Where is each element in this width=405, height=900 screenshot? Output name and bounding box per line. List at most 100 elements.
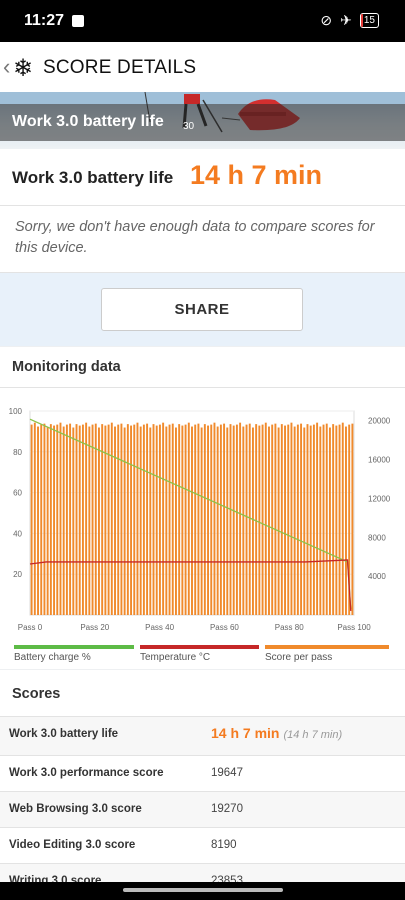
score-bar: [251, 427, 254, 615]
score-row-web-browsing[interactable]: Web Browsing 3.0 score 19270: [0, 792, 405, 828]
x-tick-label: Pass 0: [18, 623, 43, 632]
score-bar: [165, 426, 168, 615]
score-bar: [296, 424, 299, 615]
share-button[interactable]: SHARE: [101, 288, 303, 331]
score-bar: [43, 423, 46, 615]
score-bar: [75, 424, 78, 615]
legend-battery: Battery charge %: [14, 645, 134, 663]
y-left-tick-label: 60: [13, 489, 22, 498]
score-bar: [277, 427, 280, 615]
battery-icon: 15: [359, 13, 379, 28]
score-bar: [271, 424, 274, 615]
x-tick-label: Pass 60: [210, 623, 239, 632]
score-bar: [107, 424, 110, 615]
score-bar: [158, 424, 161, 615]
score-bar: [316, 422, 319, 615]
back-icon[interactable]: ‹: [3, 54, 11, 79]
score-bar: [293, 426, 296, 615]
score-bar: [65, 424, 68, 615]
y-right-tick-label: 20000: [368, 417, 391, 426]
score-bar: [287, 424, 290, 615]
share-area: SHARE: [0, 273, 405, 346]
score-bar: [181, 425, 184, 615]
score-bar: [312, 424, 315, 615]
score-bar: [290, 422, 293, 615]
score-row-battery[interactable]: Work 3.0 battery life 14 h 7 min (14 h 7 …: [0, 717, 405, 756]
3dmark-logo-icon: ❄: [13, 55, 34, 82]
score-bar: [319, 426, 322, 615]
score-bar: [40, 424, 43, 615]
score-bar: [120, 423, 123, 615]
x-tick-label: Pass 100: [337, 623, 371, 632]
score-bar: [33, 422, 36, 615]
score-bar: [162, 422, 165, 615]
score-bar: [341, 422, 344, 615]
score-bar: [187, 422, 190, 615]
score-bar: [191, 426, 193, 615]
score-bar: [328, 427, 331, 615]
score-bar: [139, 426, 142, 615]
monitoring-title: Monitoring data: [12, 359, 121, 375]
score-bar: [207, 425, 210, 615]
legend-temperature-label: Temperature °C: [140, 652, 211, 663]
legend-battery-label: Battery charge %: [14, 652, 91, 663]
score-bar: [309, 425, 312, 615]
score-bar: [213, 422, 216, 615]
score-bar: [46, 427, 49, 615]
hero-banner: Work 3.0 battery life 30: [0, 92, 405, 149]
score-bar: [303, 427, 306, 615]
score-bar: [345, 426, 347, 615]
score-bar: [101, 424, 104, 615]
score-row-performance[interactable]: Work 3.0 performance score 19647: [0, 756, 405, 792]
score-bar: [56, 424, 59, 615]
score-name: Work 3.0 battery life: [9, 728, 119, 740]
score-bar: [149, 427, 152, 615]
app-bar: ‹ ❄ SCORE DETAILS: [0, 42, 405, 93]
score-bar: [133, 424, 136, 615]
y-left-tick-label: 100: [9, 407, 23, 416]
score-bar: [110, 422, 113, 615]
score-bar: [258, 425, 261, 615]
page-title: SCORE DETAILS: [43, 57, 197, 78]
skier-body: [184, 94, 200, 104]
status-icons: ⊘ ✈ 15: [320, 12, 379, 29]
score-bar: [261, 424, 264, 615]
score-bar: [114, 426, 116, 615]
score-bar: [171, 423, 174, 615]
score-bar: [306, 424, 309, 615]
score-name: Web Browsing 3.0 score: [9, 803, 142, 815]
score-bar: [184, 424, 187, 615]
score-bar: [197, 423, 200, 615]
result-label: Work 3.0 battery life: [12, 168, 174, 187]
score-bar: [351, 423, 354, 615]
score-bar: [280, 424, 283, 615]
score-bar: [248, 423, 251, 615]
scores-title: Scores: [12, 686, 61, 702]
score-bar: [88, 426, 91, 615]
home-gesture-handle[interactable]: [123, 888, 283, 892]
score-bar: [142, 424, 145, 615]
result-value: 14 h 7 min: [190, 160, 323, 190]
score-bar: [255, 424, 258, 615]
score-bar: [335, 425, 338, 615]
y-left-tick-label: 80: [13, 448, 22, 457]
y-right-tick-label: 4000: [368, 572, 386, 581]
y-right-tick-label: 16000: [368, 456, 391, 465]
result-card: Work 3.0 battery life 14 h 7 min: [0, 149, 405, 206]
score-value: 8190: [211, 839, 237, 851]
score-bar: [130, 425, 133, 615]
score-row-video-editing[interactable]: Video Editing 3.0 score 8190: [0, 828, 405, 864]
score-bar: [232, 425, 235, 615]
score-bar: [168, 424, 171, 615]
score-bar: [210, 424, 213, 615]
score-name: Work 3.0 performance score: [9, 767, 164, 779]
score-bar: [284, 425, 286, 615]
score-bar: [274, 423, 277, 615]
score-bar: [223, 423, 226, 615]
skier-bib: 30: [183, 121, 195, 132]
score-bar: [85, 422, 88, 615]
legend-temperature: Temperature °C: [140, 645, 259, 663]
score-bar: [325, 423, 328, 615]
x-tick-label: Pass 40: [145, 623, 174, 632]
score-bar: [94, 423, 97, 615]
